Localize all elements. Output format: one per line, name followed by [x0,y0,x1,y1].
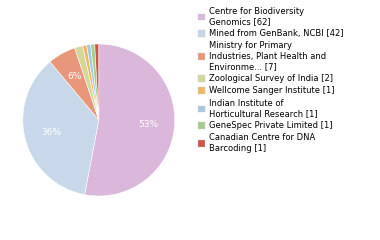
Wedge shape [87,44,99,120]
Text: 53%: 53% [138,120,158,129]
Wedge shape [85,44,175,196]
Wedge shape [50,48,99,120]
Legend: Centre for Biodiversity
Genomics [62], Mined from GenBank, NCBI [42], Ministry f: Centre for Biodiversity Genomics [62], M… [198,6,343,153]
Wedge shape [75,46,99,120]
Text: 36%: 36% [41,128,61,137]
Wedge shape [95,44,99,120]
Wedge shape [23,62,99,195]
Wedge shape [82,45,99,120]
Wedge shape [91,44,99,120]
Text: 6%: 6% [68,72,82,81]
